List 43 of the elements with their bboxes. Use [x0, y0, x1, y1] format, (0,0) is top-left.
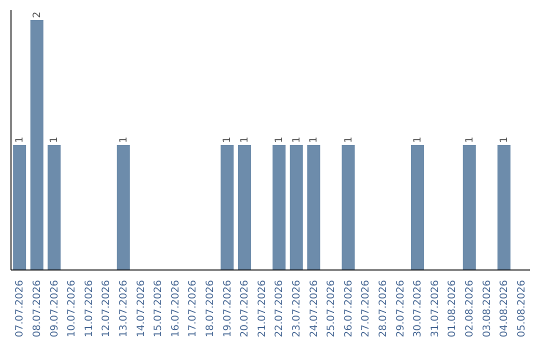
x-tick-label: 17.07.2026 — [188, 280, 199, 338]
x-tick-label: 05.08.2026 — [516, 280, 528, 338]
x-tick-label: 25.07.2026 — [326, 280, 338, 338]
x-tick-label: 19.07.2026 — [222, 280, 234, 338]
x-tick-label: 10.07.2026 — [66, 280, 78, 338]
x-tick-label: 11.07.2026 — [84, 280, 95, 338]
data-label: 1 — [498, 136, 510, 143]
x-tick-label: 09.07.2026 — [49, 280, 60, 338]
data-label: 1 — [308, 136, 320, 143]
data-label: 1 — [14, 136, 26, 143]
data-label: 1 — [412, 136, 424, 143]
x-tick-label: 27.07.2026 — [360, 280, 372, 338]
data-label: 1 — [274, 136, 286, 143]
x-tick-label: 22.07.2026 — [274, 280, 286, 338]
data-label: 1 — [464, 136, 476, 143]
x-tick-label: 29.07.2026 — [395, 280, 406, 338]
x-tick-label: 15.07.2026 — [153, 280, 164, 338]
data-label: 1 — [118, 136, 130, 143]
x-tick-label: 21.07.2026 — [256, 280, 268, 338]
x-tick-label: 14.07.2026 — [136, 280, 147, 338]
x-tick-label: 23.07.2026 — [291, 280, 302, 338]
x-tick-label: 03.08.2026 — [482, 280, 493, 338]
data-label: 2 — [32, 12, 43, 18]
x-tick-label: 13.07.2026 — [118, 280, 130, 338]
x-tick-label: 01.08.2026 — [447, 280, 458, 338]
x-tick-label: 30.07.2026 — [412, 280, 424, 338]
x-tick-label: 26.07.2026 — [343, 280, 354, 338]
x-tick-label: 02.08.2026 — [464, 280, 476, 338]
x-tick-label: 28.07.2026 — [378, 280, 389, 338]
data-label: 1 — [291, 136, 302, 143]
x-tick-label: 04.08.2026 — [499, 280, 510, 338]
data-label: 1 — [239, 136, 250, 143]
data-label: 1 — [343, 136, 354, 143]
x-tick-label: 07.07.2026 — [14, 280, 26, 338]
x-tick-label: 20.07.2026 — [240, 280, 251, 338]
x-tick-label: 31.07.2026 — [430, 280, 441, 338]
data-label: 1 — [49, 136, 60, 143]
x-tick-label: 12.07.2026 — [101, 280, 112, 338]
x-tick-label: 18.07.2026 — [204, 280, 216, 338]
x-tick-label: 24.07.2026 — [308, 280, 320, 338]
data-label: 1 — [222, 136, 234, 143]
x-tick-label: 16.07.2026 — [170, 280, 182, 338]
x-tick-label: 08.07.2026 — [32, 280, 43, 338]
